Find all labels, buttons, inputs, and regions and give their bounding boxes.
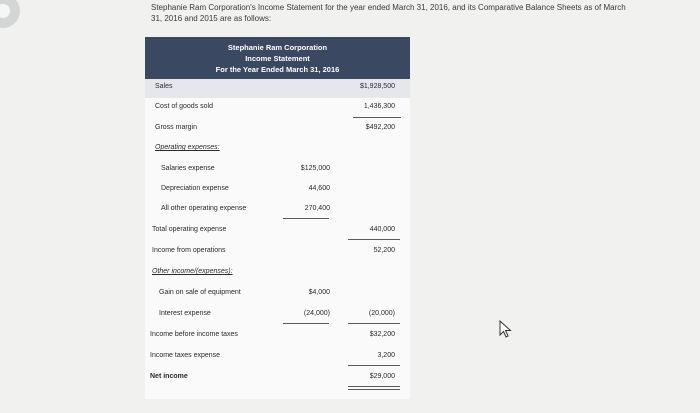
double-underline-rule bbox=[348, 386, 400, 390]
row-label: Salaries expense bbox=[161, 165, 215, 172]
underline-rule bbox=[348, 365, 400, 366]
income-statement: Stephanie Ram Corporation Income Stateme… bbox=[145, 37, 410, 399]
corner-decoration bbox=[0, 0, 20, 28]
row-right-value: (20,000) bbox=[368, 310, 395, 317]
underline-rule bbox=[283, 218, 329, 219]
statement-row: Salaries expense $125,000 bbox=[145, 161, 410, 181]
statement-row: Other income/(expenses): bbox=[145, 264, 410, 284]
row-mid-value: (24,000) bbox=[303, 310, 330, 317]
row-right-value: $32,200 bbox=[369, 331, 395, 338]
underline-rule bbox=[283, 323, 329, 324]
row-label: Total operating expense bbox=[152, 226, 227, 233]
row-label: Gross margin bbox=[155, 124, 198, 131]
statement-row: Net income $29,000 bbox=[145, 369, 410, 389]
statement-row: Income from operations 52,200 bbox=[145, 243, 410, 263]
statement-row: All other operating expense 270,400 bbox=[145, 201, 410, 221]
row-label: Income taxes expense bbox=[150, 352, 221, 359]
row-label: Net income bbox=[150, 373, 188, 380]
question-prompt: Stephanie Ram Corporation's Income State… bbox=[151, 3, 671, 24]
row-right-value: 52,200 bbox=[373, 247, 395, 254]
row-mid-value: 270,400 bbox=[304, 205, 330, 212]
row-label: Sales bbox=[155, 83, 173, 90]
prompt-line-2: 31, 2016 and 2015 are as follows: bbox=[151, 13, 272, 23]
statement-header: Stephanie Ram Corporation Income Stateme… bbox=[145, 37, 410, 79]
underline-rule bbox=[348, 239, 400, 240]
statement-row: Sales $1,928,500 bbox=[145, 79, 410, 99]
row-label: Income from operations bbox=[152, 247, 226, 254]
sales-row-highlight bbox=[145, 79, 410, 98]
row-mid-value: $4,000 bbox=[308, 289, 330, 296]
statement-row: Interest expense (24,000) (20,000) bbox=[145, 306, 410, 326]
company-name: Stephanie Ram Corporation bbox=[227, 43, 328, 52]
row-label: Gain on sale of equipment bbox=[159, 289, 241, 296]
row-label: All other operating expense bbox=[161, 205, 247, 212]
statement-period: For the Year Ended March 31, 2016 bbox=[215, 65, 340, 74]
statement-row: Cost of goods sold 1,436,300 bbox=[145, 99, 410, 119]
row-mid-value: 44,600 bbox=[308, 185, 330, 192]
row-right-value: 3,200 bbox=[377, 352, 395, 359]
section-heading: Other income/(expenses): bbox=[152, 268, 233, 275]
section-heading: Operating expenses: bbox=[155, 144, 220, 151]
row-right-value: $1,928,500 bbox=[359, 83, 395, 90]
row-label: Income before income taxes bbox=[150, 331, 238, 338]
row-right-value: $492,200 bbox=[365, 124, 395, 131]
statement-row: Income before income taxes $32,200 bbox=[145, 327, 410, 347]
row-right-value: $29,000 bbox=[369, 373, 395, 380]
statement-row: Total operating expense 440,000 bbox=[145, 222, 410, 242]
row-right-value: 440,000 bbox=[369, 226, 395, 233]
row-label: Interest expense bbox=[159, 310, 211, 317]
row-label: Cost of goods sold bbox=[155, 103, 213, 110]
underline-rule bbox=[353, 117, 401, 118]
row-label: Depreciation expense bbox=[161, 185, 229, 192]
prompt-line-1: Stephanie Ram Corporation's Income State… bbox=[151, 3, 626, 12]
row-mid-value: $125,000 bbox=[300, 165, 330, 172]
row-right-value: 1,436,300 bbox=[363, 103, 395, 110]
statement-row: Gain on sale of equipment $4,000 bbox=[145, 285, 410, 305]
mouse-pointer-icon bbox=[499, 320, 512, 338]
statement-row: Depreciation expense 44,600 bbox=[145, 181, 410, 201]
underline-rule bbox=[348, 323, 400, 324]
statement-row: Income taxes expense 3,200 bbox=[145, 348, 410, 368]
statement-row: Gross margin $492,200 bbox=[145, 120, 410, 140]
statement-title: Income Statement bbox=[245, 54, 310, 63]
statement-row: Operating expenses: bbox=[145, 140, 410, 160]
